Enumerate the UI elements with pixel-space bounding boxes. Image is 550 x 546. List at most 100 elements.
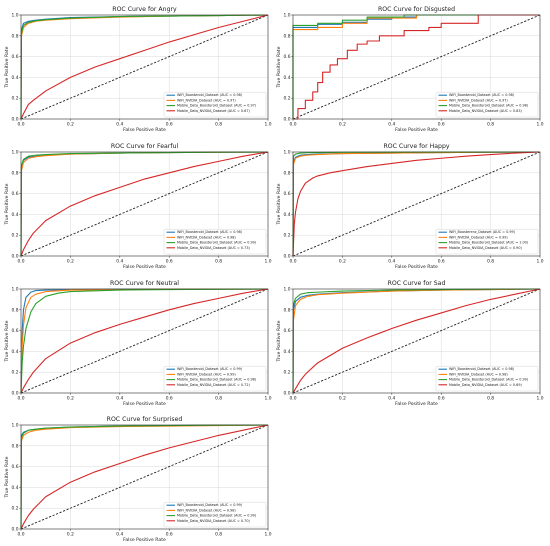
legend-entry: Mobile_Data_NVIDIA_Dataset (AUC = 0.90) [449, 246, 522, 250]
chance-diagonal [20, 151, 269, 257]
legend-entry: WiFi_Boosteroid_Dataset (AUC = 0.98) [449, 367, 515, 371]
roc-curve-series-3 [20, 151, 269, 257]
y-tick-label: 0.2 [12, 506, 19, 512]
y-tick-label: 0.6 [284, 191, 291, 197]
x-tick-label: 0.2 [67, 396, 74, 402]
roc-curve-series-3 [20, 288, 269, 394]
legend-box [435, 366, 539, 392]
x-tick-label: 1.0 [265, 532, 272, 538]
chart-title: ROC Curve for Neutral [110, 280, 179, 287]
legend: WiFi_Boosteroid_Dataset (AUC = 0.99)WiFi… [163, 366, 267, 392]
x-tick-label: 0.2 [67, 122, 74, 128]
x-tick-label: 0.6 [166, 396, 173, 402]
y-tick-label: 0.8 [12, 170, 19, 176]
legend-entry: Mobile_Data_Boosteroid_Dataset (AUC = 0.… [449, 378, 529, 382]
legend-box [163, 366, 267, 392]
legend-entry: Mobile_Data_Boosteroid_Dataset (AUC = 0.… [177, 241, 257, 245]
legend: WiFi_Boosteroid_Dataset (AUC = 0.98)WiFi… [435, 366, 539, 392]
y-tick-label: 0.8 [284, 170, 291, 176]
roc-curve-series-2 [20, 288, 269, 394]
roc-curve-series-3 [292, 151, 541, 257]
x-tick-label: 0.6 [166, 532, 173, 538]
roc-panel-4: 0.0 0.2 0.4 0.6 0.8 1.0 0.0 0.2 0.4 0.6 0.8 1.0 ROC … [4, 280, 272, 407]
x-tick-label: 0.8 [215, 396, 222, 402]
chance-diagonal [292, 151, 541, 257]
y-axis-label: True Positive Rate [276, 46, 282, 88]
legend: WiFi_Boosteroid_Dataset (AUC = 0.98)WiFi… [435, 91, 539, 118]
roc-curve-series-2 [292, 14, 540, 119]
x-tick-label: 1.0 [537, 259, 544, 265]
y-tick-label: 0.0 [12, 254, 19, 260]
legend-entry: Mobile_Data_NVIDIA_Dataset (AUC = 0.73) [177, 246, 250, 250]
x-tick-label: 0.6 [438, 122, 445, 128]
y-tick-label: 0.4 [284, 75, 291, 81]
x-tick-label: 0.0 [18, 532, 25, 538]
x-tick-label: 0.0 [290, 396, 297, 402]
x-tick-label: 0.4 [388, 396, 395, 402]
legend-entry: WiFi_NVIDIA_Dataset (AUC = 0.99) [449, 235, 508, 239]
y-axis-label: True Positive Rate [276, 183, 282, 225]
legend-entry: Mobile_Data_NVIDIA_Dataset (AUC = 0.83) [449, 109, 522, 113]
legend-entry: Mobile_Data_NVIDIA_Dataset (AUC = 0.69) [449, 383, 522, 387]
x-tick-label: 0.0 [18, 122, 25, 128]
legend-entry: WiFi_NVIDIA_Dataset (AUC = 0.97) [449, 98, 508, 102]
legend-box [163, 91, 267, 118]
y-tick-label: 0.6 [12, 464, 19, 470]
x-tick-label: 0.4 [116, 259, 123, 265]
x-tick-label: 1.0 [265, 259, 272, 265]
x-tick-label: 0.0 [18, 396, 25, 402]
y-tick-label: 0.2 [12, 96, 19, 102]
y-tick-label: 0.2 [284, 370, 291, 376]
roc-panel-1: 0.0 0.2 0.4 0.6 0.8 1.0 0.0 0.2 0.4 0.6 0.8 1.0 ROC … [276, 6, 544, 133]
y-tick-label: 0.8 [284, 307, 291, 313]
chance-diagonal [292, 14, 541, 120]
x-tick-label: 0.4 [116, 122, 123, 128]
x-tick-label: 0.4 [388, 259, 395, 265]
y-axis-label: True Positive Rate [4, 456, 10, 498]
y-tick-label: 0.2 [284, 96, 291, 102]
roc-panel-2: 0.0 0.2 0.4 0.6 0.8 1.0 0.0 0.2 0.4 0.6 0.8 1.0 ROC … [4, 143, 272, 270]
y-tick-label: 0.8 [12, 307, 19, 313]
legend-entry: Mobile_Data_Boosteroid_Dataset (AUC = 1.… [449, 241, 529, 245]
chart-title: ROC Curve for Fearful [111, 143, 179, 150]
y-tick-label: 0.0 [12, 391, 19, 397]
x-tick-label: 0.6 [438, 396, 445, 402]
y-tick-label: 0.6 [284, 54, 291, 60]
chart-title: ROC Curve for Surprised [107, 416, 183, 423]
legend-entry: WiFi_NVIDIA_Dataset (AUC = 0.97) [177, 98, 236, 102]
y-tick-label: 1.0 [12, 287, 19, 293]
x-tick-label: 0.6 [166, 259, 173, 265]
roc-curve-series-2 [292, 288, 541, 394]
y-tick-label: 0.6 [12, 54, 19, 60]
y-tick-label: 0.6 [12, 328, 19, 334]
legend-entry: Mobile_Data_NVIDIA_Dataset (AUC = 0.72) [177, 383, 250, 387]
chance-diagonal [292, 288, 541, 394]
roc-curve-series-3 [20, 424, 269, 530]
legend-entry: Mobile_Data_Boosteroid_Dataset (AUC = 0.… [449, 104, 529, 108]
y-tick-label: 0.2 [284, 233, 291, 239]
x-tick-label: 0.2 [339, 396, 346, 402]
x-axis-label: False Positive Rate [123, 264, 166, 270]
legend-entry: WiFi_Boosteroid_Dataset (AUC = 0.99) [177, 503, 243, 507]
y-tick-label: 1.0 [284, 13, 291, 19]
x-tick-label: 0.0 [290, 259, 297, 265]
chart-title: ROC Curve for Angry [112, 6, 177, 13]
roc-curve-series-3 [292, 288, 541, 394]
y-tick-label: 0.0 [12, 117, 19, 123]
x-tick-label: 1.0 [265, 122, 272, 128]
y-tick-label: 0.0 [12, 527, 19, 533]
y-tick-label: 0.6 [284, 328, 291, 334]
legend-entry: Mobile_Data_Boosteroid_Dataset (AUC = 0.… [177, 378, 257, 382]
plot-frame [292, 14, 541, 120]
plot-frame [292, 288, 541, 394]
y-tick-label: 0.0 [284, 117, 291, 123]
legend-box [435, 228, 539, 255]
x-tick-label: 1.0 [537, 396, 544, 402]
x-tick-label: 0.8 [215, 122, 222, 128]
y-tick-label: 1.0 [284, 287, 291, 293]
x-axis-label: False Positive Rate [123, 401, 166, 407]
x-axis-label: False Positive Rate [123, 127, 166, 133]
legend-box [163, 228, 267, 255]
legend: WiFi_Boosterenz_Dataset (AUC = 0.99)WiFi… [435, 228, 539, 255]
